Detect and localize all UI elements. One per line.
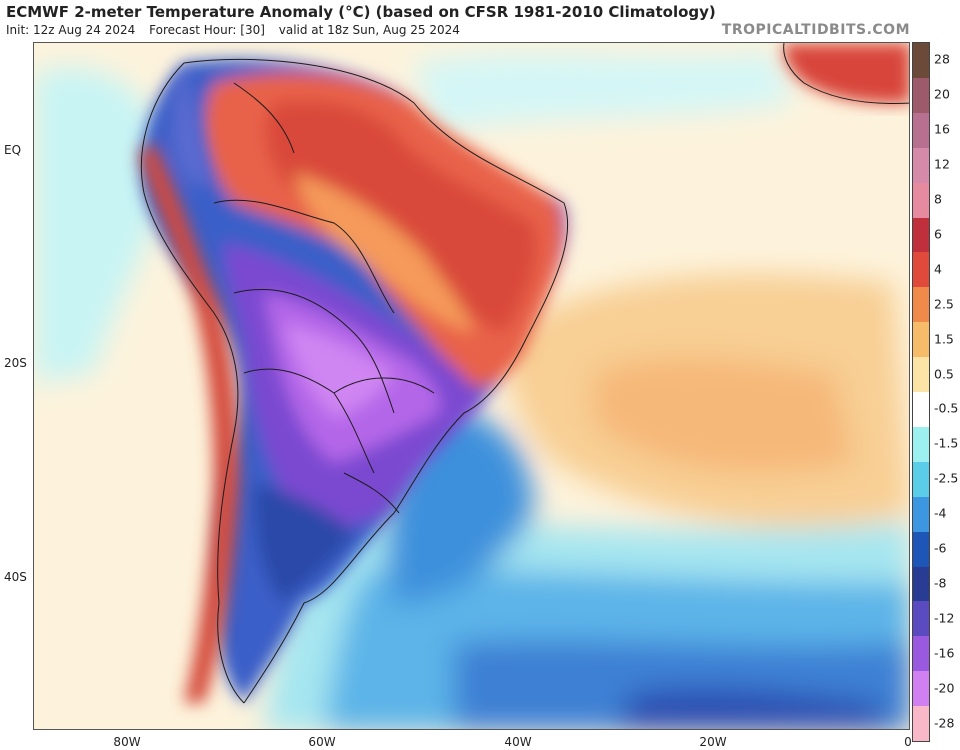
colorbar-label: 12	[934, 156, 950, 172]
colorbar-label: -1.5	[934, 435, 959, 451]
lon-label-80w: 80W	[113, 735, 141, 749]
colorbar-label: -2.5	[934, 470, 959, 486]
colorbar-swatch	[913, 77, 929, 114]
colorbar-swatch	[913, 287, 929, 323]
colorbar-swatch	[913, 566, 929, 602]
colorbar-label: 1.5	[934, 331, 954, 347]
lon-label-20w: 20W	[699, 735, 727, 749]
colorbar-label: 2.5	[934, 296, 954, 312]
andes-streak	[139, 63, 239, 703]
colorbar-label: -12	[934, 610, 955, 626]
brand-watermark: TROPICALTIDBITS.COM	[721, 22, 910, 38]
colorbar-swatch	[913, 217, 929, 253]
colorbar-label: 6	[934, 226, 942, 242]
colorbar-label: -16	[934, 645, 955, 661]
south-america-land	[141, 59, 568, 704]
colorbar-label: -6	[934, 540, 947, 556]
colorbar-swatch	[913, 671, 929, 707]
colorbar-swatch	[913, 182, 929, 218]
colorbar-swatch	[913, 461, 929, 498]
lat-label-20s: 20S	[4, 356, 27, 370]
colorbar-label: -20	[934, 680, 955, 696]
colorbar-label: 28	[934, 51, 950, 67]
forecast-hour: Forecast Hour: [30]	[149, 23, 265, 37]
colorbar-swatch	[913, 43, 929, 79]
map-title: ECMWF 2-meter Temperature Anomaly (°C) (…	[6, 3, 716, 21]
colorbar-label: -4	[934, 505, 947, 521]
anomaly-map	[33, 42, 910, 730]
colorbar-label: 4	[934, 261, 942, 277]
colorbar-swatch	[913, 322, 929, 358]
colorbar-label: 20	[934, 86, 950, 102]
colorbar: 28 20 16 12 8 6 4 2.5 1.5 0.5 -0.5 -1.5 -2.5 -4 -6 -8 -1…	[912, 42, 958, 742]
lat-label-eq: EQ	[4, 143, 22, 157]
country-borders	[140, 58, 569, 704]
colorbar-swatch	[913, 531, 929, 567]
colorbar-swatches	[912, 42, 930, 742]
colorbar-label: -0.5	[934, 400, 959, 416]
colorbar-label: 0.5	[934, 366, 954, 382]
north-atlantic-cool-patch	[414, 53, 794, 133]
colorbar-swatch	[913, 147, 929, 184]
colorbar-swatch	[913, 112, 929, 149]
southern-ocean-coldest	[615, 688, 893, 729]
colorbar-label: 16	[934, 121, 950, 137]
lon-label-0: 0	[904, 735, 912, 749]
lon-label-40w: 40W	[504, 735, 532, 749]
lat-label-40s: 40S	[4, 570, 27, 584]
valid-time: valid at 18z Sun, Aug 25 2024	[278, 23, 460, 37]
map-canvas	[34, 43, 909, 729]
map-subtitle: Init: 12z Aug 24 2024 Forecast Hour: [30…	[6, 23, 470, 37]
colorbar-swatch	[913, 496, 929, 533]
colorbar-swatch	[913, 706, 929, 742]
colorbar-label: -28	[934, 715, 955, 731]
colorbar-swatch	[913, 357, 929, 393]
pacific-cool-patch	[34, 67, 174, 383]
colorbar-label: 8	[934, 191, 942, 207]
lon-label-60w: 60W	[308, 735, 336, 749]
init-time: Init: 12z Aug 24 2024	[6, 23, 136, 37]
africa-coastline	[783, 43, 909, 104]
colorbar-swatch	[913, 426, 929, 463]
south-atlantic-warm-core	[594, 357, 854, 473]
colorbar-label: -8	[934, 575, 947, 591]
colorbar-swatch	[913, 601, 929, 637]
colorbar-swatch	[913, 392, 929, 428]
colorbar-swatch	[913, 252, 929, 288]
colorbar-swatch	[913, 636, 929, 672]
